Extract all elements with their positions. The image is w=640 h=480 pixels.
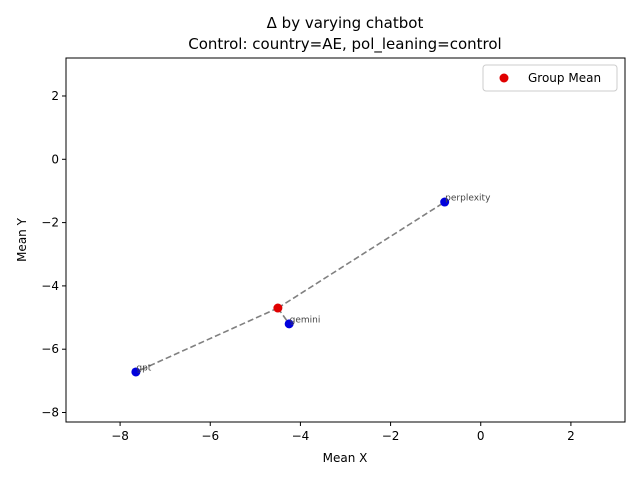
data-point-perplexity bbox=[440, 197, 450, 207]
y-axis-label: Mean Y bbox=[15, 217, 29, 262]
connector-line-gpt bbox=[135, 307, 279, 373]
y-tick-label: −6 bbox=[41, 342, 59, 356]
data-point-gemini bbox=[284, 319, 294, 329]
point-label-gemini: gemini bbox=[290, 315, 321, 325]
chart-subtitle: Control: country=AE, pol_leaning=control bbox=[188, 35, 501, 54]
data-point-group-mean bbox=[273, 303, 283, 313]
x-axis-label: Mean X bbox=[323, 451, 368, 465]
legend: Group Mean bbox=[482, 64, 618, 92]
chart-title: Δ by varying chatbot bbox=[267, 14, 424, 32]
x-tick-label: −8 bbox=[111, 429, 129, 443]
y-axis: −8 −6 −4 −2 0 2 bbox=[41, 89, 66, 420]
x-tick-label: −6 bbox=[201, 429, 219, 443]
legend-label-group-mean: Group Mean bbox=[528, 71, 601, 85]
y-tick-label: 2 bbox=[51, 89, 59, 103]
y-tick-label: −8 bbox=[41, 406, 59, 420]
plot-area: perplexity gemini gpt bbox=[131, 194, 491, 377]
plot-frame bbox=[65, 57, 626, 423]
legend-box bbox=[482, 64, 618, 92]
x-axis: −8 −6 −4 −2 0 2 bbox=[111, 422, 575, 443]
data-point-gpt bbox=[131, 367, 141, 377]
x-tick-label: −2 bbox=[382, 429, 400, 443]
y-tick-label: −4 bbox=[41, 279, 59, 293]
y-tick-label: 0 bbox=[51, 152, 59, 166]
x-tick-label: −4 bbox=[292, 429, 310, 443]
y-tick-label: −2 bbox=[41, 216, 59, 230]
point-label-perplexity: perplexity bbox=[445, 194, 491, 204]
legend-marker-group-mean bbox=[499, 73, 509, 83]
connector-line-perplexity bbox=[277, 201, 446, 309]
x-tick-label: 0 bbox=[477, 429, 485, 443]
point-label-gpt: gpt bbox=[136, 363, 151, 373]
x-tick-label: 2 bbox=[567, 429, 575, 443]
